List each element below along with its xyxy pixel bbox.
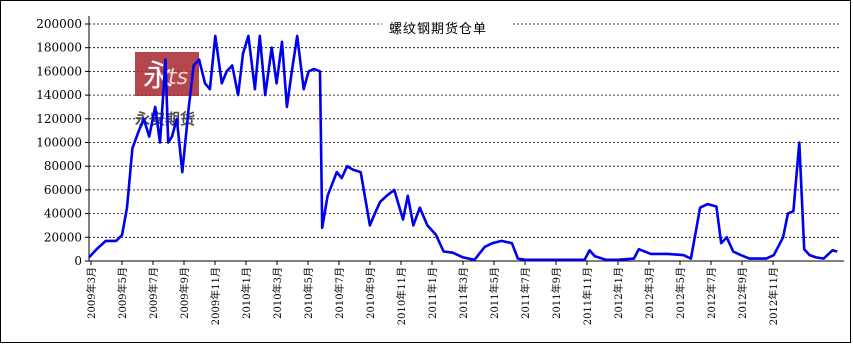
logo-glyph: 永 bbox=[143, 59, 173, 94]
x-tick-label: 2009年11月 bbox=[209, 267, 222, 325]
x-tick-label: 2012年7月 bbox=[705, 267, 718, 319]
x-tick-label: 2009年5月 bbox=[116, 267, 129, 319]
y-tick-label: 140000 bbox=[36, 88, 82, 102]
y-tick-label: 80000 bbox=[44, 159, 82, 173]
x-tick-label: 2011年9月 bbox=[550, 267, 563, 319]
x-tick-label: 2012年5月 bbox=[674, 267, 687, 319]
company-logo: 永 ts 永安期货 bbox=[134, 52, 199, 128]
logo-badge-letters: ts bbox=[168, 65, 188, 90]
x-tick-label: 2009年9月 bbox=[178, 267, 191, 319]
y-tick-label: 0 bbox=[74, 254, 82, 268]
y-tick-label: 180000 bbox=[36, 41, 82, 55]
x-tick-label: 2010年3月 bbox=[271, 267, 284, 319]
title-background bbox=[382, 16, 512, 38]
series-line bbox=[88, 34, 838, 262]
x-tick-label: 2010年7月 bbox=[333, 267, 346, 319]
y-tick-label: 200000 bbox=[36, 17, 82, 31]
x-tick-label: 2009年7月 bbox=[147, 267, 160, 319]
x-tick-label: 2012年3月 bbox=[643, 267, 656, 319]
y-tick-label: 160000 bbox=[36, 64, 82, 78]
x-tick-label: 2009年3月 bbox=[85, 267, 98, 319]
y-axis: 0 20000 40000 60000 80000 100000 120000 140000 1… bbox=[36, 16, 844, 268]
y-tick-label: 60000 bbox=[44, 183, 82, 197]
gridlines bbox=[89, 23, 840, 238]
x-tick-label: 2011年11月 bbox=[581, 267, 594, 325]
x-tick-label: 2010年1月 bbox=[240, 267, 253, 319]
y-tick-label: 100000 bbox=[36, 136, 82, 150]
y-tick-label: 120000 bbox=[36, 112, 82, 126]
plot-area bbox=[88, 34, 838, 262]
x-tick-label: 2010年9月 bbox=[364, 267, 377, 319]
x-tick-label: 2011年1月 bbox=[426, 267, 439, 319]
x-tick-label: 2011年7月 bbox=[519, 267, 532, 319]
y-tick-label: 20000 bbox=[44, 230, 82, 244]
y-tick-label: 40000 bbox=[44, 207, 82, 221]
x-axis: 2009年3月 2009年5月 2009年7月 2009年9月 2009年11月 2010… bbox=[85, 261, 780, 325]
x-tick-label: 2012年1月 bbox=[612, 267, 625, 319]
x-tick-label: 2011年5月 bbox=[488, 267, 501, 319]
x-tick-label: 2012年11月 bbox=[767, 267, 780, 325]
x-tick-label: 2012年9月 bbox=[736, 267, 749, 319]
x-tick-label: 2011年3月 bbox=[457, 267, 470, 319]
x-tick-label: 2010年11月 bbox=[395, 267, 408, 325]
logo-text: 永安期货 bbox=[134, 110, 195, 128]
x-tick-label: 2010年5月 bbox=[302, 267, 315, 319]
chart-title: 螺纹钢期货仓单 bbox=[389, 21, 487, 37]
